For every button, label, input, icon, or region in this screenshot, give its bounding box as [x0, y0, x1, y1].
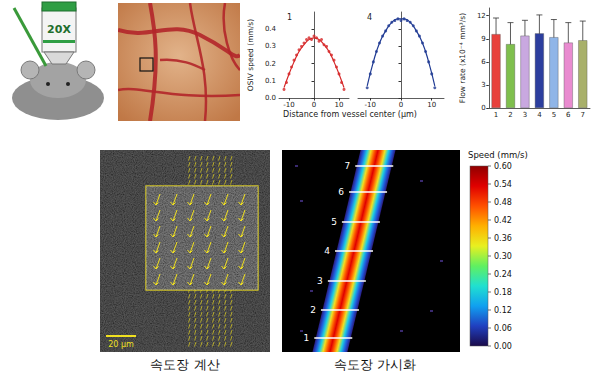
- svg-text:0.4: 0.4: [265, 25, 277, 33]
- svg-text:-10: -10: [283, 101, 294, 109]
- svg-text:9: 9: [481, 35, 485, 43]
- html-text:Distance from vessel center (µ: Distance from vessel center (µm): [283, 110, 417, 119]
- svg-text:0.1: 0.1: [265, 77, 276, 85]
- svg-text:1: 1: [494, 111, 498, 119]
- svg-text:0.06: 0.06: [494, 324, 512, 333]
- svg-text:Flow rate (x10⁻⁴ mm³/s): Flow rate (x10⁻⁴ mm³/s): [458, 13, 467, 103]
- html-text:속도장 가시화: 속도장 가시화: [333, 357, 417, 372]
- svg-text:1: 1: [304, 333, 310, 343]
- svg-text:0.36: 0.36: [494, 234, 512, 243]
- svg-text:20X: 20X: [47, 23, 71, 36]
- svg-text:3: 3: [523, 111, 527, 119]
- svg-text:0.48: 0.48: [494, 198, 512, 207]
- svg-text:0.30: 0.30: [494, 252, 512, 261]
- svg-text:10: 10: [427, 101, 436, 109]
- svg-text:0.42: 0.42: [494, 216, 512, 225]
- html-text:속도장 계산: 속도장 계산: [150, 357, 220, 372]
- svg-text:0.3: 0.3: [265, 42, 276, 50]
- svg-text:1: 1: [287, 13, 292, 22]
- svg-text:0: 0: [481, 104, 485, 112]
- svg-text:6: 6: [566, 111, 571, 119]
- svg-text:12: 12: [477, 12, 486, 20]
- svg-text:6: 6: [338, 187, 344, 197]
- svg-text:20 µm: 20 µm: [108, 340, 134, 349]
- svg-text:5: 5: [552, 111, 556, 119]
- svg-text:0.12: 0.12: [494, 306, 512, 315]
- svg-text:Speed (mm/s): Speed (mm/s): [468, 150, 528, 160]
- svg-text:-10: -10: [365, 101, 376, 109]
- svg-text:3: 3: [481, 81, 485, 89]
- svg-text:0.2: 0.2: [265, 60, 276, 68]
- svg-text:7: 7: [345, 161, 351, 171]
- svg-text:0.0: 0.0: [265, 94, 276, 102]
- svg-text:4: 4: [367, 13, 372, 22]
- svg-text:0.54: 0.54: [494, 180, 512, 189]
- svg-text:0: 0: [399, 101, 403, 109]
- svg-text:2: 2: [310, 305, 316, 315]
- svg-text:10: 10: [335, 101, 344, 109]
- svg-text:4: 4: [324, 246, 330, 256]
- svg-text:0.24: 0.24: [494, 270, 512, 279]
- svg-text:2: 2: [508, 111, 512, 119]
- svg-text:7: 7: [581, 111, 585, 119]
- svg-text:3: 3: [317, 276, 323, 286]
- svg-text:6: 6: [481, 58, 486, 66]
- svg-text:0: 0: [312, 101, 316, 109]
- svg-text:0.18: 0.18: [494, 288, 512, 297]
- svg-text:0.60: 0.60: [494, 162, 512, 171]
- svg-text:5: 5: [331, 217, 337, 227]
- svg-text:0.00: 0.00: [494, 342, 512, 351]
- svg-text:4: 4: [537, 111, 542, 119]
- svg-text:OSIV speed (mm/s): OSIV speed (mm/s): [246, 19, 255, 91]
